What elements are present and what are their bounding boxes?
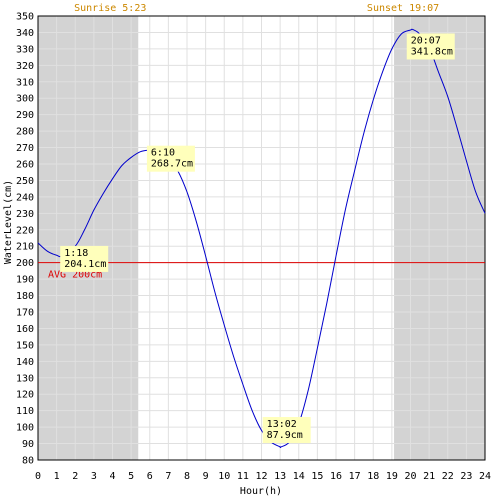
annotation-box bbox=[262, 417, 311, 444]
x-tick-label: 8 bbox=[184, 471, 190, 482]
x-tick-label: 22 bbox=[442, 471, 454, 482]
y-tick-label: 90 bbox=[22, 439, 34, 450]
y-tick-label: 320 bbox=[16, 61, 34, 72]
y-tick-label: 160 bbox=[16, 324, 34, 335]
y-tick-label: 260 bbox=[16, 160, 34, 171]
y-tick-labels: 80 90 100 110 120 130 140 150 160 170 180 190 200 210… bbox=[16, 12, 34, 467]
night-after-sunset bbox=[394, 16, 485, 460]
x-tick-label: 6 bbox=[147, 471, 153, 482]
y-tick-label: 350 bbox=[16, 12, 34, 23]
y-tick-label: 270 bbox=[16, 143, 34, 154]
y-tick-label: 170 bbox=[16, 308, 34, 319]
x-tick-label: 7 bbox=[165, 471, 171, 482]
x-tick-label: 4 bbox=[109, 471, 115, 482]
x-tick-label: 1 bbox=[54, 471, 60, 482]
annotation-value: 268.7cm bbox=[151, 159, 193, 170]
annotation-value: 341.8cm bbox=[411, 46, 453, 57]
sunrise-label: Sunrise 5:23 bbox=[74, 3, 146, 14]
annotation-time: 1:18 bbox=[64, 248, 88, 259]
y-tick-label: 330 bbox=[16, 44, 34, 55]
y-tick-label: 80 bbox=[22, 456, 34, 467]
x-tick-label: 20 bbox=[404, 471, 416, 482]
x-tick-label: 3 bbox=[91, 471, 97, 482]
x-tick-label: 14 bbox=[293, 471, 305, 482]
y-tick-label: 190 bbox=[16, 275, 34, 286]
annotation-value: 87.9cm bbox=[267, 430, 303, 441]
grid-lines bbox=[37, 15, 486, 461]
plot-frame bbox=[37, 15, 486, 461]
y-tick-label: 120 bbox=[16, 390, 34, 401]
annotation-box bbox=[146, 145, 195, 172]
y-tick-label: 230 bbox=[16, 209, 34, 220]
y-tick-label: 100 bbox=[16, 423, 34, 434]
x-tick-label: 10 bbox=[218, 471, 230, 482]
x-tick-label: 23 bbox=[460, 471, 472, 482]
y-tick-label: 250 bbox=[16, 176, 34, 187]
y-tick-label: 210 bbox=[16, 242, 34, 253]
y-tick-label: 310 bbox=[16, 77, 34, 88]
y-tick-label: 200 bbox=[16, 258, 34, 269]
average-label: AVG 200cm bbox=[48, 270, 102, 281]
x-tick-label: 17 bbox=[349, 471, 361, 482]
annotation-box bbox=[60, 245, 109, 272]
annotation-time: 6:10 bbox=[151, 148, 175, 159]
y-tick-label: 220 bbox=[16, 225, 34, 236]
sunset-label: Sunset 19:07 bbox=[367, 3, 439, 14]
y-tick-label: 240 bbox=[16, 192, 34, 203]
x-tick-label: 13 bbox=[274, 471, 286, 482]
annotation-time: 13:02 bbox=[267, 419, 297, 430]
average-line-group: AVG 200cm bbox=[38, 262, 485, 281]
x-tick-label: 12 bbox=[255, 471, 267, 482]
y-tick-label: 150 bbox=[16, 340, 34, 351]
y-tick-label: 140 bbox=[16, 357, 34, 368]
annotation-time: 20:07 bbox=[411, 35, 441, 46]
x-axis-title: Hour(h) bbox=[240, 486, 282, 497]
y-tick-label: 300 bbox=[16, 94, 34, 105]
x-tick-label: 21 bbox=[423, 471, 435, 482]
y-tick-label: 130 bbox=[16, 373, 34, 384]
x-tick-label: 18 bbox=[367, 471, 379, 482]
x-tick-label: 19 bbox=[386, 471, 398, 482]
x-tick-label: 24 bbox=[479, 471, 491, 482]
night-shading bbox=[38, 16, 485, 460]
x-tick-label: 15 bbox=[311, 471, 323, 482]
y-axis-title: WaterLevel(cm) bbox=[3, 180, 14, 264]
x-tick-label: 11 bbox=[237, 471, 249, 482]
night-before-sunrise bbox=[38, 16, 139, 460]
y-tick-label: 340 bbox=[16, 28, 34, 39]
annotation-value: 204.1cm bbox=[64, 259, 106, 270]
y-tick-label: 280 bbox=[16, 127, 34, 138]
x-tick-label: 2 bbox=[72, 471, 78, 482]
y-tick-label: 180 bbox=[16, 291, 34, 302]
annotation-box bbox=[406, 33, 455, 60]
x-tick-label: 0 bbox=[35, 471, 41, 482]
x-tick-label: 5 bbox=[128, 471, 134, 482]
x-tick-labels: 0 1 2 3 4 5 6 7 8 9 10 11 12 13 14 15 16 17 18 19 20 21 22 23 24 bbox=[35, 471, 491, 482]
x-tick-label: 9 bbox=[203, 471, 209, 482]
y-tick-label: 290 bbox=[16, 110, 34, 121]
x-tick-label: 16 bbox=[330, 471, 342, 482]
y-tick-label: 110 bbox=[16, 406, 34, 417]
